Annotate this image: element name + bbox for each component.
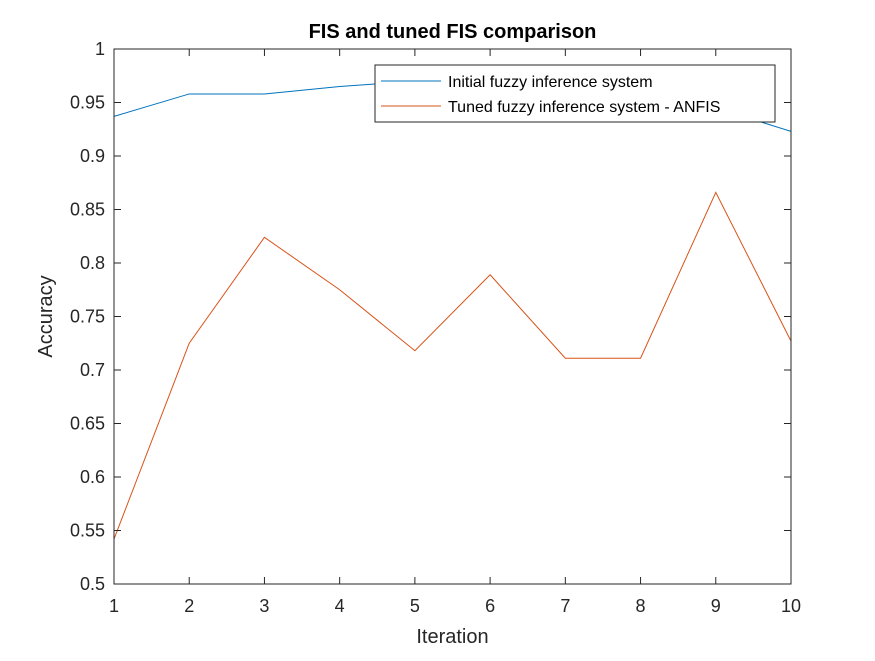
x-tick-label: 2	[184, 596, 194, 616]
chart-title: FIS and tuned FIS comparison	[309, 21, 597, 43]
x-tick-label: 10	[781, 596, 801, 616]
y-tick-label: 0.95	[70, 93, 105, 113]
legend: Initial fuzzy inference system Tuned fuz…	[375, 65, 775, 122]
y-tick-label: 0.55	[70, 521, 105, 541]
y-tick-label: 0.5	[80, 574, 105, 594]
legend-label-initial: Initial fuzzy inference system	[448, 74, 653, 91]
y-tick-label: 0.75	[70, 307, 105, 327]
x-tick-label: 1	[109, 596, 119, 616]
y-axis-label: Accuracy	[35, 275, 57, 357]
y-tick-label: 0.9	[80, 146, 105, 166]
x-tick-label: 4	[335, 596, 345, 616]
x-axis-label: Iteration	[416, 626, 488, 648]
legend-label-tuned: Tuned fuzzy inference system - ANFIS	[448, 99, 720, 116]
plot-area	[114, 49, 791, 584]
y-tick-label: 0.8	[80, 253, 105, 273]
x-tick-label: 3	[259, 596, 269, 616]
x-tick-label: 8	[636, 596, 646, 616]
x-tick-label: 6	[485, 596, 495, 616]
x-tick-label: 5	[410, 596, 420, 616]
y-tick-label: 0.65	[70, 414, 105, 434]
y-tick-label: 0.7	[80, 360, 105, 380]
x-tick-label: 7	[560, 596, 570, 616]
y-tick-label: 0.6	[80, 467, 105, 487]
x-tick-label: 9	[711, 596, 721, 616]
y-tick-label: 0.85	[70, 200, 105, 220]
y-tick-label: 1	[95, 39, 105, 59]
